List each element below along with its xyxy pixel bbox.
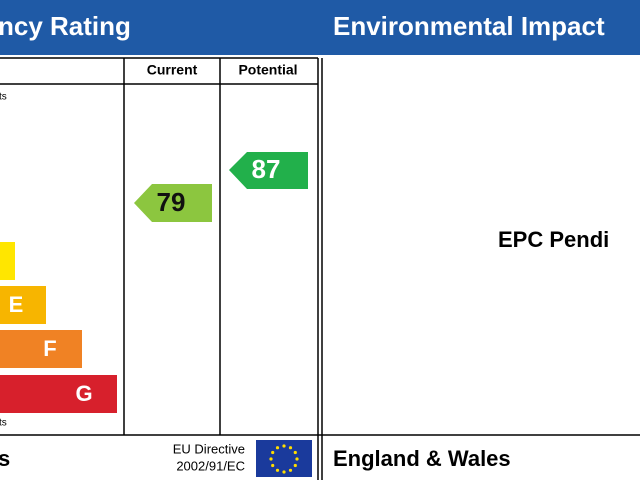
- potential-rating: 87: [252, 154, 281, 184]
- column-header: Potential: [238, 62, 297, 78]
- header-bar: [0, 0, 640, 55]
- eu-flag: [256, 440, 312, 477]
- band: [0, 286, 46, 324]
- footer-region: s: [0, 446, 10, 471]
- band: [0, 375, 117, 413]
- directive: EU Directive: [173, 441, 245, 456]
- grid: [0, 57, 640, 480]
- band-letter: G: [75, 381, 92, 406]
- current-rating: 79: [157, 187, 186, 217]
- current-arrow: [134, 184, 212, 222]
- left-title: ncy Rating: [0, 11, 131, 41]
- status: EPC Pendi: [498, 227, 609, 252]
- band-letter: F: [43, 336, 56, 361]
- band-letter: E: [9, 292, 24, 317]
- note: ts: [0, 418, 7, 429]
- potential-arrow: [229, 152, 308, 189]
- note: ts: [0, 92, 7, 103]
- column-header: Current: [147, 62, 198, 78]
- band-d: [0, 242, 15, 280]
- directive-code: 2002/91/EC: [176, 458, 245, 473]
- right-title: Environmental Impact: [333, 11, 605, 41]
- footer-region: England & Wales: [333, 446, 511, 471]
- band: [0, 330, 82, 368]
